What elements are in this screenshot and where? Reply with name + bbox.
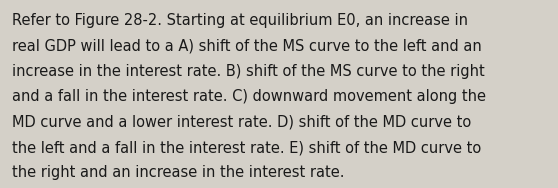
Text: MD curve and a lower interest rate. D) shift of the MD curve to: MD curve and a lower interest rate. D) s… — [12, 115, 472, 130]
Text: increase in the interest rate. B) shift of the MS curve to the right: increase in the interest rate. B) shift … — [12, 64, 485, 79]
Text: and a fall in the interest rate. C) downward movement along the: and a fall in the interest rate. C) down… — [12, 89, 486, 104]
Text: Refer to Figure 28-2. Starting at equilibrium E0, an increase in: Refer to Figure 28-2. Starting at equili… — [12, 13, 468, 28]
Text: real GDP will lead to a A) shift of the MS curve to the left and an: real GDP will lead to a A) shift of the … — [12, 39, 482, 54]
Text: the left and a fall in the interest rate. E) shift of the MD curve to: the left and a fall in the interest rate… — [12, 140, 482, 155]
Text: the right and an increase in the interest rate.: the right and an increase in the interes… — [12, 165, 345, 180]
